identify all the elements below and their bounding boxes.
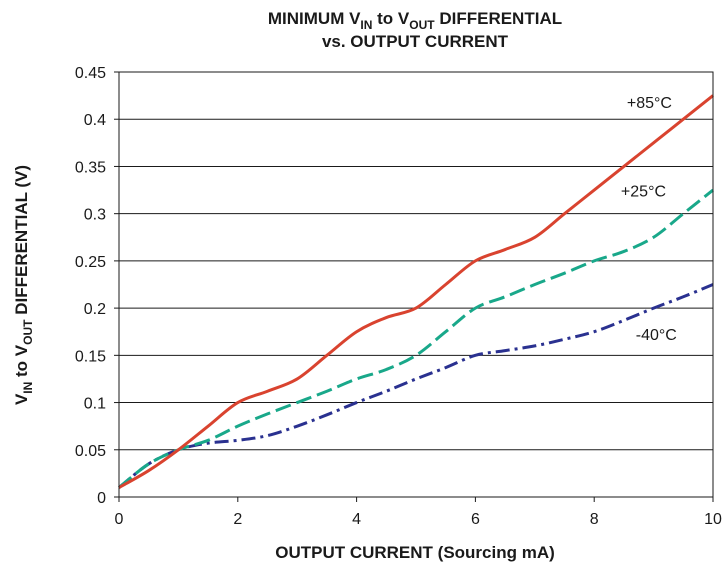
series-line-0 <box>118 94 714 489</box>
y-axis-title: VIN to VOUT DIFFERENTIAL (V) <box>12 165 35 405</box>
y-tick-label: 0.25 <box>75 254 106 271</box>
plot-frame <box>118 71 714 498</box>
series-label-0: +85°C <box>627 95 672 112</box>
y-tick-label: 0.35 <box>75 159 106 176</box>
y-tick-label: 0.4 <box>84 112 106 129</box>
y-tick-label: 0 <box>97 490 106 507</box>
x-tick-label: 2 <box>233 511 242 528</box>
x-axis-title: OUTPUT CURRENT (Sourcing mA) <box>275 543 555 562</box>
series-labels: +85°C +25°C -40°C <box>621 95 677 344</box>
series-line-2 <box>118 283 714 489</box>
series-line-1 <box>118 188 714 489</box>
y-tick-label: 0.3 <box>84 207 106 224</box>
grid <box>119 118 713 451</box>
x-axis-ticks: 0 2 4 6 8 10 <box>115 497 722 528</box>
data-series <box>118 94 714 489</box>
y-tick-label: 0.45 <box>75 65 106 82</box>
chart-title-line2: vs. OUTPUT CURRENT <box>322 32 509 51</box>
chart-title-line1: MINIMUM VIN to VOUT DIFFERENTIAL <box>268 9 562 32</box>
y-tick-label: 0.2 <box>84 301 106 318</box>
y-tick-label: 0.15 <box>75 348 106 365</box>
x-tick-label: 8 <box>590 511 599 528</box>
x-tick-label: 0 <box>115 511 124 528</box>
y-tick-label: 0.05 <box>75 443 106 460</box>
x-tick-label: 10 <box>704 511 722 528</box>
x-tick-label: 4 <box>352 511 361 528</box>
chart-title: MINIMUM VIN to VOUT DIFFERENTIAL vs. OUT… <box>268 9 562 51</box>
series-label-2: -40°C <box>636 327 677 344</box>
x-tick-label: 6 <box>471 511 480 528</box>
y-tick-label: 0.1 <box>84 396 106 413</box>
series-label-1: +25°C <box>621 184 666 201</box>
y-axis-ticks: 0 0.05 0.1 0.15 0.2 0.25 0.3 0.35 0.4 0.45 <box>75 65 119 507</box>
